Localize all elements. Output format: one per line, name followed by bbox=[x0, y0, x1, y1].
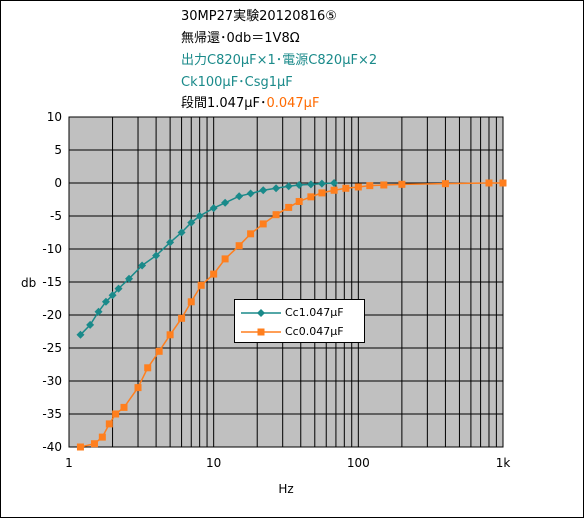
series-2-point bbox=[441, 180, 449, 188]
y-tick-label: -25 bbox=[42, 341, 62, 355]
series-1-point bbox=[306, 180, 315, 189]
x-tick-label: 1 bbox=[65, 456, 73, 470]
series-2-point bbox=[318, 189, 326, 197]
series-1-point bbox=[114, 284, 123, 293]
series-2-point bbox=[166, 331, 174, 339]
y-tick-label: -35 bbox=[42, 407, 62, 421]
series-2-point bbox=[285, 203, 293, 211]
series-1-point bbox=[86, 320, 95, 329]
series-1-point bbox=[209, 204, 218, 213]
series-2-point bbox=[144, 364, 152, 372]
series-2-point bbox=[380, 181, 388, 189]
legend-item-series-1: Cc1.047μF bbox=[235, 305, 364, 321]
y-tick-label: -30 bbox=[42, 374, 62, 388]
grid-lines bbox=[68, 116, 504, 448]
series-2-point bbox=[398, 180, 406, 188]
series-2-point bbox=[247, 230, 255, 238]
series-2-point bbox=[259, 220, 267, 228]
legend-item-series-2: Cc0.047μF bbox=[235, 324, 364, 340]
series-1-point bbox=[76, 330, 85, 339]
series-1-point bbox=[330, 179, 339, 187]
chart-title-line-5-part-a: 段間1.047μF･ bbox=[181, 96, 267, 111]
series-1-point bbox=[284, 182, 293, 191]
series-2-point bbox=[98, 433, 106, 441]
series-1-point bbox=[317, 179, 326, 188]
series-2-point bbox=[485, 179, 493, 187]
y-tick-label: 0 bbox=[54, 176, 62, 190]
tick-labels: 10 5 0 -5 -10 -15 -20 -25 -30 -35 -401 10 100 1k bbox=[42, 110, 510, 470]
legend-swatch-series-1 bbox=[241, 309, 281, 317]
chart-title-line-4: Ck100μF･Csg1μF bbox=[181, 75, 293, 90]
y-tick-label: -15 bbox=[42, 275, 62, 289]
series-2-point bbox=[187, 298, 195, 306]
series-layer bbox=[76, 179, 507, 451]
series-2-point bbox=[134, 384, 142, 392]
chart-title-line-5: 段間1.047μF･0.047μF bbox=[181, 96, 319, 112]
series-1-point bbox=[125, 274, 134, 283]
series-2-point bbox=[235, 242, 243, 250]
series-1-point bbox=[166, 238, 175, 247]
series-2-point bbox=[330, 186, 338, 194]
legend: Cc1.047μF Cc0.047μF bbox=[234, 299, 365, 343]
y-tick-label: 10 bbox=[47, 110, 62, 124]
y-tick-label: -40 bbox=[42, 440, 62, 454]
series-2-point bbox=[210, 270, 218, 278]
series-2-point bbox=[76, 443, 84, 451]
series-1-point bbox=[152, 251, 161, 260]
series-2-point bbox=[354, 183, 362, 191]
series-1-point bbox=[259, 186, 268, 195]
chart-title-line-3: 出力C820μF×1･電源C820μF×2 bbox=[181, 53, 378, 68]
series-2-point bbox=[499, 179, 507, 187]
series-2-point bbox=[307, 193, 315, 201]
chart-title-line-5-part-b: 0.047μF bbox=[266, 96, 320, 111]
legend-label-series-2: Cc0.047μF bbox=[285, 325, 344, 338]
series-1-point bbox=[187, 218, 196, 227]
y-axis-title: db bbox=[21, 276, 36, 290]
series-1-point bbox=[195, 212, 204, 220]
series-2-point bbox=[221, 255, 229, 263]
legend-label-series-1: Cc1.047μF bbox=[285, 306, 344, 319]
y-tick-label: 5 bbox=[54, 143, 62, 157]
x-tick-label: 1k bbox=[496, 456, 511, 470]
series-1-point bbox=[235, 192, 244, 201]
y-tick-label: -5 bbox=[50, 209, 62, 223]
y-tick-label: -10 bbox=[42, 242, 62, 256]
series-1-point bbox=[101, 297, 110, 306]
series-2-point bbox=[90, 440, 98, 448]
chart-title-line-1: 30MP27実験20120816⑤ bbox=[181, 9, 337, 24]
y-tick-label: -20 bbox=[42, 308, 62, 322]
series-1-point bbox=[272, 184, 281, 193]
series-2-point bbox=[197, 281, 205, 289]
series-2-point bbox=[366, 182, 374, 190]
series-1-point bbox=[94, 307, 103, 316]
x-tick-label: 10 bbox=[206, 456, 221, 470]
x-tick-label: 100 bbox=[347, 456, 370, 470]
chart-title-line-2: 無帰還･0db＝1V8Ω bbox=[181, 31, 300, 46]
series-2-point bbox=[178, 314, 186, 322]
series-2-point bbox=[105, 420, 113, 428]
series-2-point bbox=[295, 197, 303, 205]
series-1-point bbox=[108, 291, 117, 300]
series-2-point bbox=[342, 184, 350, 192]
series-1-point bbox=[221, 198, 230, 207]
series-1-point bbox=[295, 180, 304, 189]
legend-swatch-series-2 bbox=[241, 328, 281, 336]
series-2-point bbox=[112, 410, 120, 418]
series-2-point bbox=[272, 211, 280, 219]
series-2-point bbox=[120, 403, 128, 411]
x-axis-title: Hz bbox=[278, 482, 293, 496]
series-1-point bbox=[177, 228, 186, 237]
series-1-point bbox=[138, 261, 147, 270]
series-1-point bbox=[246, 189, 255, 198]
series-2-point bbox=[155, 347, 163, 355]
